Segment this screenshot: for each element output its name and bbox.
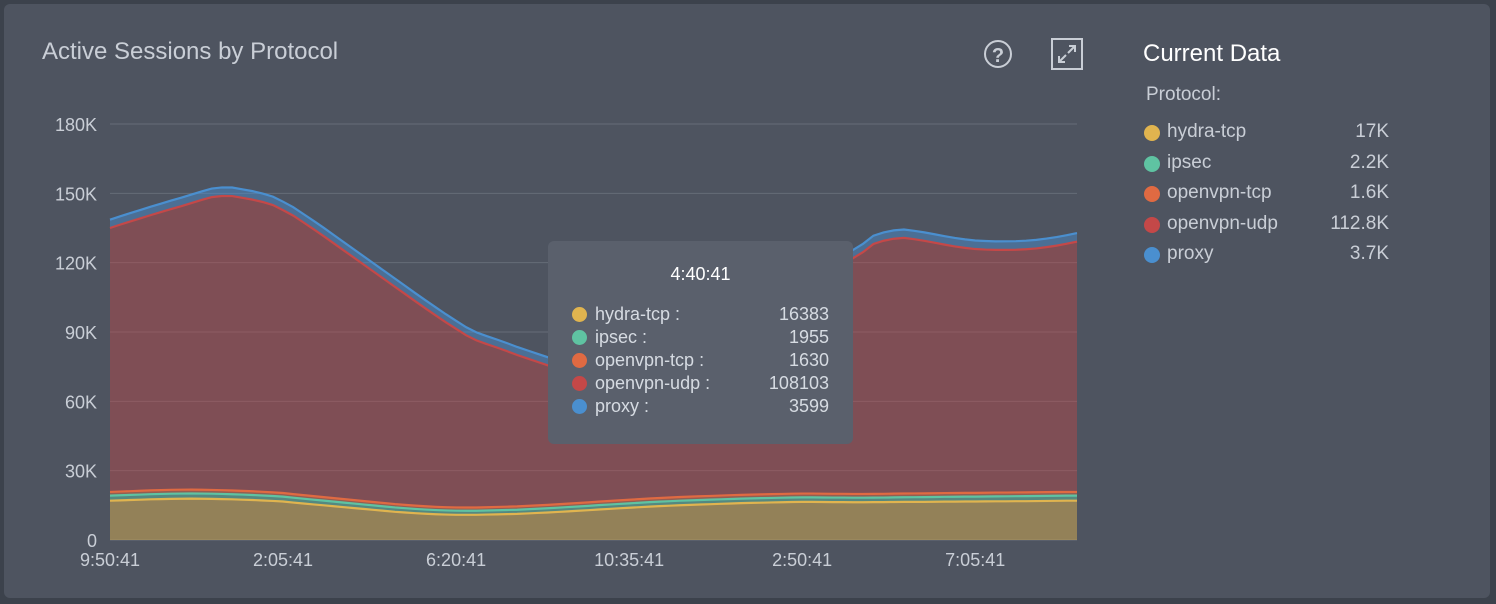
x-tick-label: 9:50:41: [80, 550, 140, 570]
chart-tooltip: 4:40:41 hydra-tcp : 16383 ipsec : 1955 openv…: [548, 241, 853, 444]
legend-item-hydra-tcp[interactable]: hydra-tcp 17K: [1144, 121, 1389, 152]
series-area-ipsec: [110, 493, 1077, 515]
series-line-openvpn-tcp: [109, 488, 1077, 509]
x-tick-label: 10:35:41: [594, 550, 664, 570]
legend-value: 3.7K: [1349, 243, 1389, 264]
tooltip-row: hydra-tcp : 16383: [572, 304, 829, 326]
current-data-legend: hydra-tcp 17K ipsec 2.2K openvpn-tcp 1.6K open…: [1144, 121, 1389, 274]
legend-item-openvpn-udp[interactable]: openvpn-udp 112.8K: [1144, 213, 1389, 244]
legend-item-openvpn-tcp[interactable]: openvpn-tcp 1.6K: [1144, 182, 1389, 213]
legend-item-ipsec[interactable]: ipsec 2.2K: [1144, 152, 1389, 183]
tooltip-dot-icon: [572, 376, 587, 391]
tooltip-label: openvpn-udp :: [595, 373, 711, 393]
tooltip-value: 1630: [788, 350, 829, 370]
legend-label: ipsec: [1167, 151, 1212, 173]
tooltip-row: ipsec : 1955: [572, 327, 829, 349]
tooltip-value: 108103: [768, 373, 829, 393]
y-tick-label: 120K: [55, 254, 97, 274]
legend-label: proxy: [1167, 243, 1214, 264]
tooltip-dot-icon: [572, 307, 587, 322]
tooltip-value: 1955: [788, 327, 829, 347]
tooltip-label: proxy :: [595, 396, 650, 416]
legend-item-proxy[interactable]: proxy 3.7K: [1144, 243, 1389, 274]
legend-dot-icon: [1144, 216, 1160, 233]
legend-value: 17K: [1355, 121, 1389, 142]
y-tick-label: 180K: [55, 115, 97, 135]
tooltip-value: 16383: [778, 304, 829, 324]
legend-label: openvpn-udp: [1167, 212, 1278, 234]
tooltip-dot-icon: [572, 330, 587, 345]
tooltip-label: openvpn-tcp :: [595, 350, 705, 370]
legend-value: 2.2K: [1349, 151, 1389, 173]
x-tick-label: 7:05:41: [945, 550, 1005, 570]
y-tick-label: 90K: [65, 323, 97, 343]
tooltip-row: openvpn-udp : 108103: [572, 373, 829, 395]
tooltip-dot-icon: [572, 399, 587, 414]
tooltip-row: proxy : 3599: [572, 396, 829, 418]
series-line-hydra-tcp: [109, 497, 1077, 516]
legend-dot-icon: [1144, 247, 1160, 263]
tooltip-label: ipsec :: [595, 327, 648, 347]
legend-dot-icon: [1144, 125, 1160, 141]
legend-label: hydra-tcp: [1167, 121, 1247, 142]
y-tick-label: 60K: [65, 392, 97, 412]
legend-value: 112.8K: [1330, 212, 1389, 234]
legend-dot-icon: [1144, 155, 1160, 172]
x-tick-label: 2:05:41: [253, 550, 313, 570]
y-tick-label: 150K: [55, 184, 97, 204]
protocol-label: Protocol:: [1146, 84, 1221, 105]
current-data-title: Current Data: [1143, 40, 1281, 67]
y-tick-label: 30K: [65, 462, 97, 482]
y-tick-label: 0: [87, 531, 97, 551]
legend-value: 1.6K: [1349, 182, 1389, 203]
expand-icon[interactable]: [1051, 38, 1083, 70]
help-circle-icon[interactable]: ?: [984, 40, 1012, 68]
chart-title: Active Sessions by Protocol: [42, 38, 339, 65]
tooltip-value: 3599: [788, 396, 829, 416]
legend-label: openvpn-tcp: [1167, 182, 1272, 203]
series-line-ipsec: [109, 492, 1077, 512]
tooltip-row: openvpn-tcp : 1630: [572, 350, 829, 372]
tooltip-dot-icon: [572, 353, 587, 368]
tooltip-time: 4:40:41: [670, 264, 731, 284]
x-tick-label: 6:20:41: [426, 550, 486, 570]
x-tick-label: 2:50:41: [772, 550, 832, 570]
tooltip-label: hydra-tcp :: [595, 304, 681, 324]
legend-dot-icon: [1144, 186, 1160, 202]
